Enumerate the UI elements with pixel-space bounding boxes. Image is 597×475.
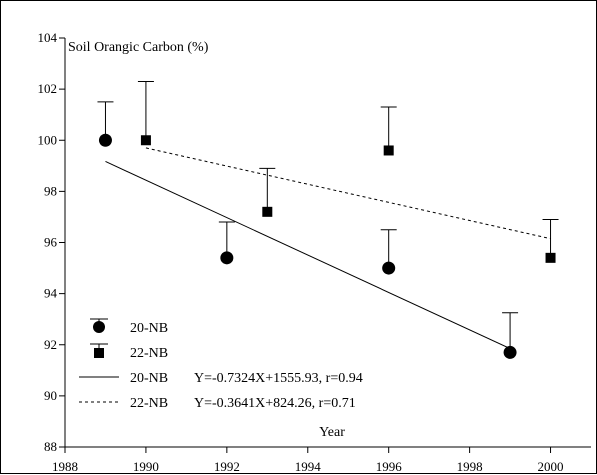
y-tick-label: 88 [44,439,57,454]
x-tick-label: 2000 [538,459,564,474]
y-tick-label: 96 [44,235,58,250]
y-tick-label: 94 [44,286,58,301]
y-ticks: 88 90 92 94 96 98 100 102 104 [38,30,65,454]
x-tick-label: 1992 [214,459,240,474]
error-bars [97,80,559,353]
fit-line-20nb [105,161,511,350]
legend-20nb-fit-name: 20-NB [130,371,168,386]
x-ticks: 1988 1990 1992 1994 1996 1998 2000 [52,447,564,474]
y-tick-label: 98 [44,183,57,198]
legend-20nb-label: 20-NB [130,321,168,336]
y-tick-label: 92 [44,337,57,352]
legend-22nb-fit-equation: Y=-0.3641X+824.26, r=0.71 [194,396,356,411]
fit-line-22nb [145,147,551,240]
legend-22nb-fit-name: 22-NB [130,396,168,411]
data-point-20nb [382,261,396,275]
data-point-22nb [140,135,151,146]
data-point-22nb [545,252,556,263]
x-tick-label: 1994 [295,459,322,474]
y-tick-label: 104 [38,30,58,45]
data-point-22nb [262,206,273,217]
y-tick-label: 102 [38,81,58,96]
legend-22nb-label: 22-NB [130,346,168,361]
legend-20nb-fit-equation: Y=-0.7324X+1555.93, r=0.94 [194,371,363,386]
data-point-20nb [220,251,234,265]
y-tick-label: 100 [38,132,58,147]
data-point-20nb [503,345,517,359]
x-tick-label: 1990 [133,459,159,474]
data-point-22nb [383,145,394,156]
fit-lines [105,147,551,350]
y-axis-title: Soil Orangic Carbon (%) [68,40,209,55]
x-axis-title: Year [319,425,345,440]
y-tick-label: 90 [44,388,57,403]
x-tick-label: 1988 [52,459,78,474]
x-tick-label: 1998 [457,459,483,474]
data-point-20nb [98,133,112,147]
legend: 20-NB 22-NB 20-NB Y=-0.7324X+1555.93, r=… [79,318,363,411]
x-tick-label: 1996 [376,459,403,474]
legend-20nb-circle-marker [93,321,105,333]
data-points [98,133,556,359]
legend-22nb-square-marker [94,348,104,358]
